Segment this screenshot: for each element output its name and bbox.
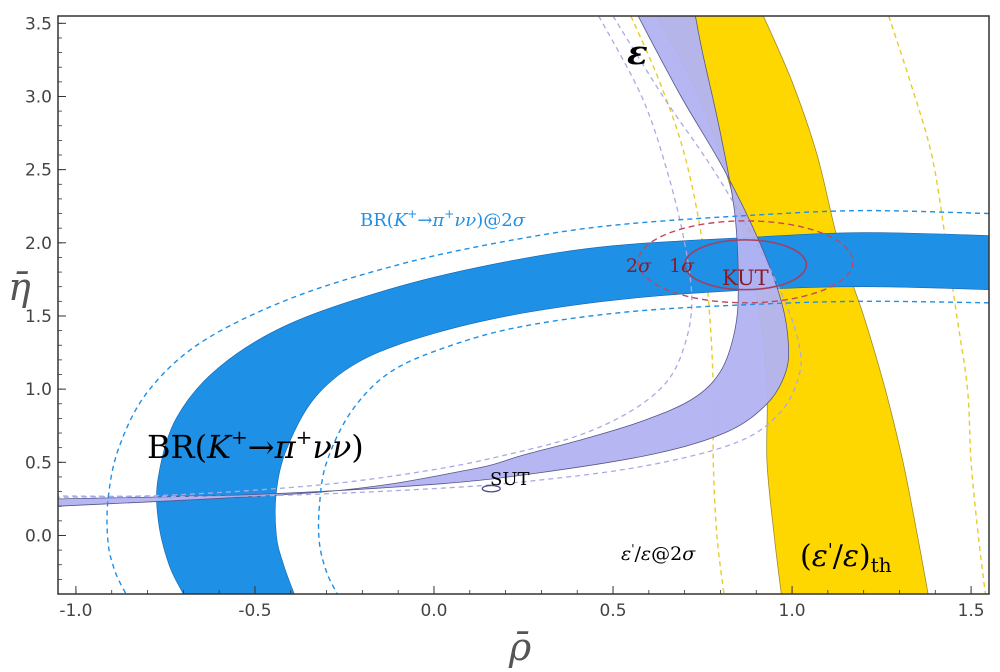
sut-contour — [481, 484, 501, 493]
plot-frame — [57, 15, 990, 595]
kut-label: KUT — [722, 266, 769, 290]
y-tick-label: 1.0 — [25, 380, 52, 400]
epsprime-th-label: (ε'/ε)th — [800, 539, 892, 577]
kaon-2sigma-outer-line — [106, 209, 989, 594]
y-tick-label: 3.5 — [25, 14, 52, 34]
one-sigma-label: 1σ — [669, 255, 695, 277]
epsprime-2sigma-right-line — [888, 16, 987, 594]
x-tick-label: 1.5 — [958, 601, 985, 621]
epsprime-2sigma-label: ε'/ε@2σ — [621, 542, 696, 565]
x-tick-label: -1.0 — [59, 601, 92, 621]
x-tick-label: -0.5 — [238, 601, 271, 621]
kut-2sigma-contour — [637, 220, 854, 304]
x-ticks: -1.0 -0.5 0.0 0.5 1.0 1.5 — [59, 586, 985, 621]
y-tick-label: 0.0 — [25, 526, 52, 546]
y-tick-label: 0.5 — [25, 453, 52, 473]
y-tick-label: 2.0 — [25, 234, 52, 254]
x-axis-label: ρ̄ — [508, 625, 532, 669]
epsilon-2sigma-inner-line — [58, 16, 693, 499]
y-tick-label: 1.5 — [25, 307, 52, 327]
y-tick-label: 2.5 — [25, 161, 52, 181]
br-kaon-2sigma-label: BR(K+→π+νν)@2σ — [360, 207, 526, 231]
kut-1sigma-contour — [683, 239, 808, 291]
br-kaon-label: BR(K+→π+νν) — [147, 425, 364, 466]
y-tick-label: 3.0 — [25, 87, 52, 107]
epsilon-band — [58, 16, 790, 507]
y-axis-label: η̄ — [8, 265, 31, 309]
sut-label: SUT — [490, 469, 530, 490]
x-tick-label: 0.0 — [420, 601, 447, 621]
kaon-band — [156, 232, 989, 594]
y-ticks: 0.0 0.5 1.0 1.5 2.0 2.5 3.0 3.5 — [25, 14, 66, 580]
two-sigma-label: 2σ — [626, 255, 652, 277]
x-tick-label: 1.0 — [779, 601, 806, 621]
x-tick-label: 0.5 — [599, 601, 626, 621]
epsilon-label: ε — [627, 33, 648, 73]
kaon-2sigma-inner-line — [317, 300, 989, 594]
